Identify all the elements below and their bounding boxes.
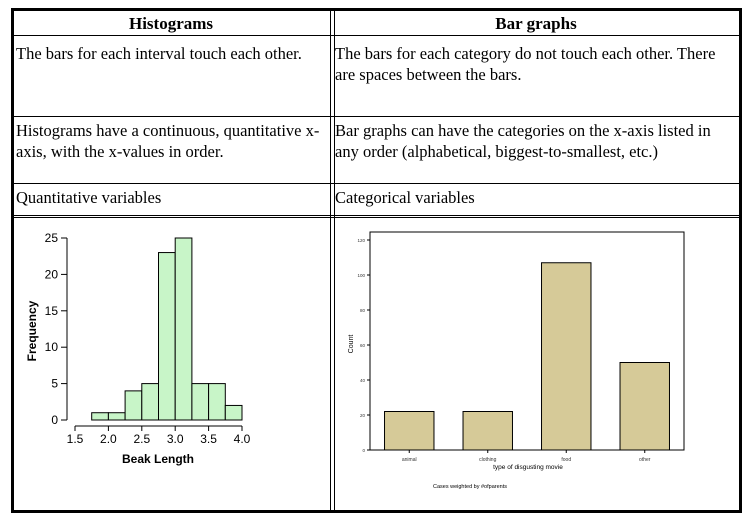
- bar-graph-bar: [462, 411, 513, 451]
- histogram-bar: [208, 383, 226, 421]
- bargraph-variable-type: Categorical variables: [335, 188, 475, 207]
- histogram-bar: [224, 404, 243, 421]
- bar-graph-x-tick-label: other: [639, 457, 651, 463]
- histogram-y-tick-label: 10: [45, 340, 59, 354]
- comparison-table: Histograms Bar graphs The bars for each …: [11, 8, 742, 513]
- bar-graph-footnote: Cases weighted by #ofparents: [433, 484, 507, 490]
- histogram-variable-type: Quantitative variables: [16, 188, 162, 207]
- histogram-bar: [174, 237, 193, 421]
- bar-graph-y-tick-label: 100: [357, 273, 365, 278]
- histogram-y-tick-label: 25: [45, 231, 59, 245]
- histogram-axis-text: Histograms have a continuous, quantitati…: [16, 121, 320, 161]
- bar-graph-y-tick-label: 80: [360, 308, 366, 313]
- bar-graph-x-label: type of disgusting movie: [493, 464, 563, 471]
- histogram-touching-text: The bars for each interval touch each ot…: [16, 44, 302, 63]
- bar-graph-y-tick-label: 40: [360, 378, 366, 383]
- histogram-y-tick-label: 5: [51, 377, 58, 391]
- bar-graph-plot-frame: [369, 231, 685, 451]
- column-divider: [330, 11, 335, 510]
- row-divider: [14, 116, 739, 117]
- bar-graph-x-tick-label: clothing: [479, 457, 496, 463]
- bar-graph-bar: [619, 362, 670, 451]
- histogram-y-label: Frequency: [25, 300, 39, 361]
- bargraph-order-text: Bar graphs can have the categories on th…: [335, 121, 711, 161]
- row-divider-double: [14, 215, 739, 218]
- histogram-x-tick-label: 4.0: [234, 432, 251, 446]
- histogram-bar: [107, 412, 126, 421]
- bar-graph-bar: [541, 262, 592, 451]
- histogram-bar: [191, 383, 210, 421]
- header-histograms: Histograms: [128, 14, 214, 33]
- histogram-bar: [158, 252, 176, 421]
- histogram-x-tick-label: 3.5: [200, 432, 217, 446]
- histogram-x-tick-label: 2.5: [133, 432, 150, 446]
- bargraph-spaces-text: The bars for each category do not touch …: [335, 44, 716, 84]
- histogram-x-tick-label: 3.0: [167, 432, 184, 446]
- histogram-y-tick-label: 0: [51, 413, 58, 427]
- bar-graph-y-tick-label: 20: [360, 413, 366, 418]
- histogram-y-tick-label: 15: [45, 304, 59, 318]
- histogram-bar: [91, 412, 109, 421]
- histogram-x-tick-label: 2.0: [100, 432, 117, 446]
- bar-graph-y-tick-label: 120: [357, 238, 365, 243]
- row-divider: [14, 183, 739, 184]
- bar-graph-y-tick-label: 0: [362, 448, 365, 453]
- header-bar-graphs: Bar graphs: [495, 14, 577, 33]
- bar-graph-y-tick-label: 60: [360, 343, 366, 348]
- bar-graph-y-label: Count: [348, 335, 355, 354]
- histogram-y-tick-label: 20: [45, 267, 59, 281]
- bar-graph-x-tick-label: food: [561, 457, 571, 463]
- histogram-bar: [124, 390, 143, 421]
- bar-graph-x-tick-label: animal: [402, 457, 417, 463]
- row-divider: [14, 35, 739, 36]
- histogram-x-label: Beak Length: [122, 452, 194, 466]
- bar-graph-bar: [384, 411, 435, 451]
- histogram-x-tick-label: 1.5: [67, 432, 84, 446]
- histogram-bar: [141, 383, 160, 421]
